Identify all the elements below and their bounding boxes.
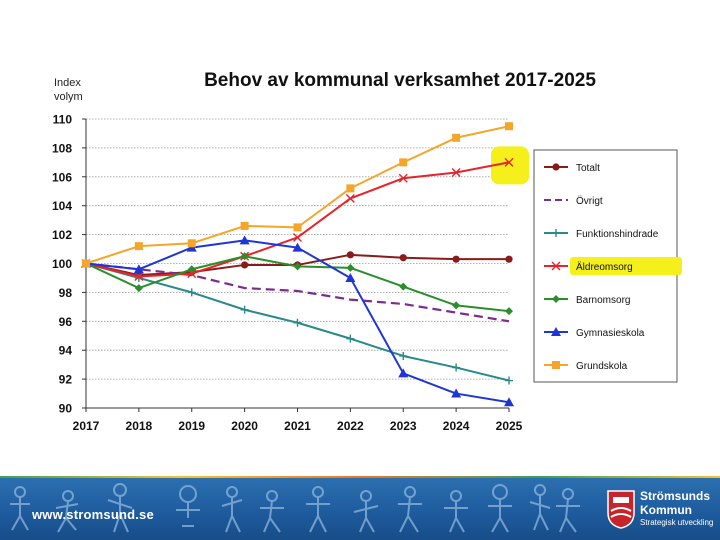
data-point-Grundskola-2023 <box>399 158 408 167</box>
data-point-Äldreomsorg-2023 <box>398 173 408 183</box>
y-tick-label: 98 <box>59 286 73 300</box>
x-tick-label: 2023 <box>390 419 417 433</box>
highlights <box>491 146 529 185</box>
data-point-Totalt-2024 <box>452 255 460 263</box>
legend-label-Barnomsorg: Barnomsorg <box>576 295 630 306</box>
data-point-Grundskola-2022 <box>346 184 355 193</box>
data-point-Funktionshindrade-2024 <box>452 363 461 372</box>
y-tick-label: 94 <box>59 344 73 358</box>
legend-marker-Grundskola <box>552 361 560 369</box>
chart-title: Behov av kommunal verksamhet 2017-2025 <box>204 70 596 91</box>
x-tick-label: 2017 <box>73 419 100 433</box>
logo-text-line1: Strömsunds <box>640 489 711 503</box>
x-tick-label: 2022 <box>337 419 364 433</box>
data-point-Funktionshindrade-2021 <box>293 318 302 327</box>
legend-label-Funktionshindrade: Funktionshindrade <box>576 229 659 240</box>
data-point-Funktionshindrade-2019 <box>187 288 196 297</box>
kommun-logo: Strömsunds Kommun Strategisk utveckling <box>606 487 716 535</box>
legend-highlight <box>570 257 682 275</box>
data-point-Äldreomsorg-2022 <box>345 193 355 203</box>
series-lines <box>81 122 514 407</box>
y-tick-label: 106 <box>52 170 72 184</box>
data-point-Funktionshindrade-2023 <box>399 351 408 360</box>
logo-text-line3: Strategisk utveckling <box>640 518 714 527</box>
y-tick-label: 100 <box>52 257 72 271</box>
data-point-Gymnasieskola-2025 <box>504 397 514 407</box>
legend-marker-Barnomsorg <box>552 295 560 303</box>
data-point-Funktionshindrade-2018 <box>134 273 143 282</box>
data-point-Äldreomsorg-2024 <box>451 167 461 177</box>
legend-marker-Totalt <box>552 163 560 171</box>
y-tick-label: 108 <box>52 141 72 155</box>
y-axis-label-line1: Index <box>54 77 81 89</box>
data-point-Grundskola-2017 <box>82 259 90 268</box>
data-point-Äldreomsorg-2025 <box>504 157 514 167</box>
legend-label-Grundskola: Grundskola <box>576 361 628 372</box>
y-tick-label: 104 <box>52 199 72 213</box>
data-point-Gymnasieskola-2022 <box>345 272 356 282</box>
data-point-Barnomsorg-2019 <box>187 265 196 274</box>
data-point-Barnomsorg-2023 <box>399 282 408 291</box>
kommun-crest-icon <box>607 490 635 529</box>
legend-marker-Funktionshindrade <box>552 229 560 237</box>
data-point-Barnomsorg-2024 <box>452 301 461 310</box>
data-point-Gymnasieskola-2020 <box>239 235 250 245</box>
data-point-Totalt-2025 <box>505 255 513 263</box>
data-point-Barnomsorg-2018 <box>134 284 143 293</box>
series-line-Övrigt <box>85 262 510 323</box>
data-point-Grundskola-2019 <box>187 239 196 248</box>
chart: Behov av kommunal verksamhet 2017-2025 I… <box>51 70 682 434</box>
data-point-Funktionshindrade-2025 <box>505 376 513 385</box>
data-point-Totalt-2020 <box>241 261 249 269</box>
data-point-Gymnasieskola-2021 <box>292 242 303 252</box>
data-point-Gymnasieskola-2024 <box>451 388 462 398</box>
y-tick-label: 92 <box>59 373 73 387</box>
data-point-Grundskola-2020 <box>240 221 249 230</box>
legend-label-Totalt: Totalt <box>576 163 600 174</box>
data-point-Funktionshindrade-2020 <box>240 305 249 314</box>
data-point-Grundskola-2018 <box>134 242 143 251</box>
legend-marker-Äldreomsorg <box>551 261 561 271</box>
website-link[interactable]: www.stromsund.se <box>32 507 154 522</box>
legend-label-Gymnasieskola: Gymnasieskola <box>576 328 645 339</box>
footer-band: Strömsunds Kommun Strategisk utveckling <box>0 478 720 540</box>
data-point-Barnomsorg-2025 <box>505 307 513 316</box>
y-tick-label: 96 <box>59 315 73 329</box>
legend: Totalt Övrigt Funktionshindrade Äldreomsorg… <box>533 149 682 383</box>
data-point-Äldreomsorg-2021 <box>293 232 302 242</box>
data-point-Äldreomsorg-2018 <box>134 272 144 281</box>
data-point-Funktionshindrade-2022 <box>346 334 355 343</box>
y-tick-label: 102 <box>52 228 72 242</box>
data-point-Totalt-2023 <box>399 254 407 262</box>
data-point-Grundskola-2024 <box>452 133 461 142</box>
axes: 90 92 94 96 98 100 102 104 106 108 110 2017 2018 2019… <box>52 113 523 434</box>
x-tick-label: 2024 <box>443 419 470 433</box>
legend-label-Äldreomsorg: Äldreomsorg <box>576 261 633 273</box>
y-axis-label-line2: volym <box>54 91 83 103</box>
decorative-figures-icon <box>10 483 580 533</box>
highlight-aldreomsorg-point <box>491 146 529 185</box>
y-tick-label: 110 <box>53 113 73 127</box>
data-point-Gymnasieskola-2018 <box>133 264 144 274</box>
data-point-Grundskola-2021 <box>293 223 302 232</box>
y-tick-label: 90 <box>59 402 73 416</box>
x-tick-label: 2020 <box>231 419 258 433</box>
logo-text-line2: Kommun <box>640 503 692 517</box>
legend-label-Övrigt: Övrigt <box>576 195 603 207</box>
data-point-Gymnasieskola-2023 <box>398 368 409 378</box>
x-tick-label: 2019 <box>178 419 205 433</box>
x-tick-label: 2021 <box>284 419 311 433</box>
data-point-Grundskola-2025 <box>505 122 513 131</box>
x-tick-label: 2025 <box>496 419 523 433</box>
gridlines <box>86 118 509 409</box>
x-tick-label: 2018 <box>126 419 153 433</box>
data-point-Barnomsorg-2020 <box>240 252 249 261</box>
data-point-Totalt-2022 <box>346 251 354 259</box>
legend-marker-Gymnasieskola <box>551 327 561 336</box>
data-point-Barnomsorg-2022 <box>346 263 355 272</box>
data-point-Barnomsorg-2021 <box>293 262 302 271</box>
